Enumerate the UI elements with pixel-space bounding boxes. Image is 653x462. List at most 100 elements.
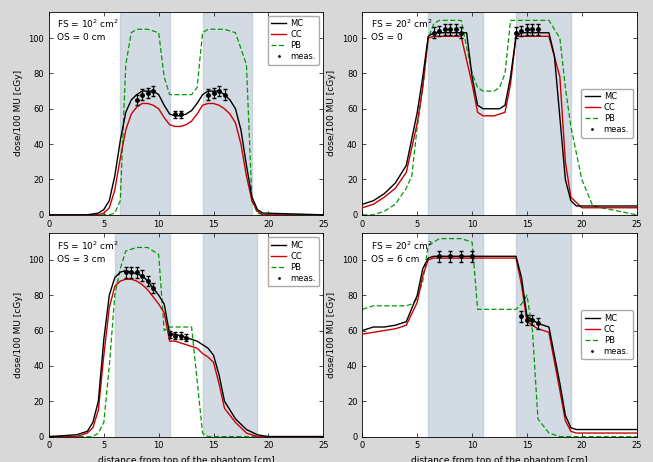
Line: CC: CC xyxy=(49,103,323,215)
MC xyxy=(95,210,103,216)
CC xyxy=(556,388,564,394)
CC xyxy=(430,255,438,261)
CC xyxy=(84,430,91,436)
CC xyxy=(89,425,97,431)
MC xyxy=(122,109,130,115)
MC xyxy=(100,337,108,342)
MC xyxy=(452,30,460,36)
CC xyxy=(430,34,438,39)
PB xyxy=(512,307,520,312)
CC xyxy=(182,122,190,128)
PB xyxy=(166,92,174,97)
CC xyxy=(589,430,597,436)
CC xyxy=(144,101,151,106)
PB xyxy=(402,303,410,309)
MC xyxy=(253,432,261,438)
CC xyxy=(490,255,498,261)
Line: MC: MC xyxy=(49,91,323,215)
MC xyxy=(319,212,327,218)
CC xyxy=(468,81,476,87)
MC xyxy=(496,106,503,111)
PB xyxy=(381,208,389,214)
PB xyxy=(633,434,641,439)
PB xyxy=(485,88,492,94)
MC xyxy=(264,434,272,439)
MC xyxy=(402,319,410,324)
PB xyxy=(187,92,195,97)
PB xyxy=(370,212,377,218)
CC xyxy=(95,407,103,413)
MC xyxy=(578,203,586,209)
PB xyxy=(166,324,174,330)
CC xyxy=(187,118,195,124)
PB xyxy=(567,434,575,439)
CC xyxy=(259,212,267,218)
MC xyxy=(358,328,366,333)
Bar xyxy=(428,12,483,215)
MC xyxy=(89,419,97,425)
PB xyxy=(436,18,443,23)
CC xyxy=(370,329,377,335)
CC xyxy=(204,101,212,106)
Bar xyxy=(202,12,252,215)
MC xyxy=(242,163,250,168)
CC xyxy=(457,255,465,261)
CC xyxy=(253,434,261,439)
MC xyxy=(166,111,174,117)
CC xyxy=(150,294,157,300)
MC xyxy=(199,342,206,347)
PB xyxy=(578,434,586,439)
PB xyxy=(210,434,217,439)
CC xyxy=(370,201,377,207)
CC xyxy=(534,34,542,39)
MC xyxy=(573,203,581,209)
PB xyxy=(259,212,267,218)
MC xyxy=(210,88,217,94)
PB xyxy=(122,62,130,67)
MC xyxy=(567,425,575,431)
PB xyxy=(567,124,575,129)
PB xyxy=(523,292,531,298)
CC xyxy=(518,282,526,287)
MC xyxy=(534,30,542,36)
PB xyxy=(490,307,498,312)
MC xyxy=(413,109,421,115)
PB xyxy=(370,303,377,309)
X-axis label: distance from top of the phantom [cm]: distance from top of the phantom [cm] xyxy=(98,234,274,243)
PB xyxy=(473,307,481,312)
PB xyxy=(160,328,168,333)
MC xyxy=(358,201,366,207)
MC xyxy=(567,198,575,203)
PB xyxy=(358,307,366,312)
CC xyxy=(215,381,223,386)
MC xyxy=(160,103,168,108)
MC xyxy=(150,286,157,291)
MC xyxy=(193,101,201,106)
Y-axis label: dose/100 MU [cGy]: dose/100 MU [cGy] xyxy=(14,292,23,378)
MC xyxy=(424,34,432,39)
MC xyxy=(528,30,536,36)
PB xyxy=(95,430,103,436)
CC xyxy=(562,159,569,164)
PB xyxy=(199,430,206,436)
MC xyxy=(381,324,389,330)
MC xyxy=(237,127,245,133)
Line: PB: PB xyxy=(362,20,637,215)
MC xyxy=(221,92,229,97)
CC xyxy=(242,173,250,179)
PB xyxy=(528,328,536,333)
CC xyxy=(210,359,217,365)
PB xyxy=(122,248,130,254)
CC xyxy=(479,113,487,119)
PB xyxy=(473,85,481,91)
CC xyxy=(264,434,272,439)
PB xyxy=(479,307,487,312)
MC xyxy=(84,212,91,218)
PB xyxy=(446,236,454,241)
CC xyxy=(210,101,217,106)
CC xyxy=(381,328,389,333)
MC xyxy=(501,254,509,259)
MC xyxy=(545,324,553,330)
PB xyxy=(116,198,124,203)
CC xyxy=(490,113,498,119)
